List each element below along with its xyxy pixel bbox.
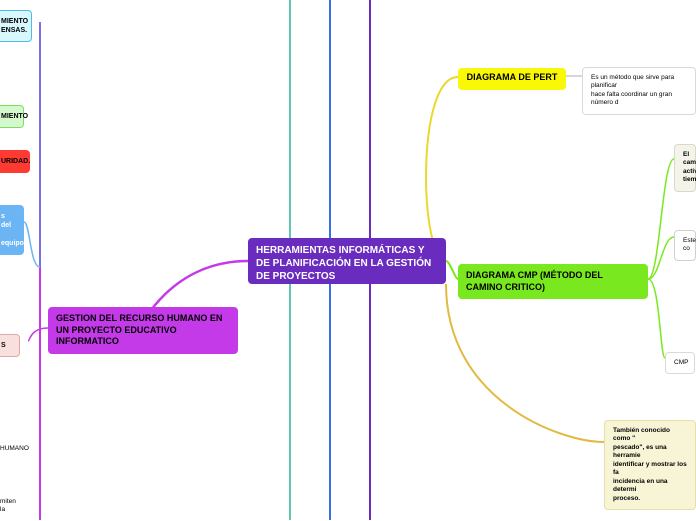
node-pertdesc[interactable]: Es un método que sirve para planificarha… (582, 67, 696, 115)
mindmap-canvas: HERRAMIENTAS INFORMÁTICAS Y DE PLANIFICA… (0, 0, 696, 520)
node-gestion[interactable]: GESTION DEL RECURSO HUMANO EN UN PROYECT… (48, 307, 238, 354)
node-rendimiento[interactable]: MIENTO (0, 105, 24, 128)
node-esteco[interactable]: Este co (674, 230, 696, 261)
node-seguridad[interactable]: URIDAD. (0, 150, 30, 173)
node-pert[interactable]: DIAGRAMA DE PERT (458, 68, 566, 90)
node-cmp[interactable]: DIAGRAMA CMP (MÉTODO DEL CAMINO CRITICO) (458, 264, 648, 299)
node-cmplabel[interactable]: CMP (665, 352, 695, 374)
node-camino[interactable]: El camactividtiempo (674, 144, 696, 192)
node-snode[interactable]: S (0, 334, 20, 357)
node-equipo[interactable]: s delequipo (0, 205, 24, 255)
central-topic[interactable]: HERRAMIENTAS INFORMÁTICAS Y DE PLANIFICA… (248, 238, 446, 284)
node-pescado[interactable]: También conocido como "pescado", es una … (604, 420, 696, 510)
node-humano[interactable]: HUMANO (0, 439, 30, 459)
node-miten[interactable]: mitenla (0, 492, 22, 521)
node-recompensas[interactable]: MIENTOENSAS. (0, 10, 32, 42)
